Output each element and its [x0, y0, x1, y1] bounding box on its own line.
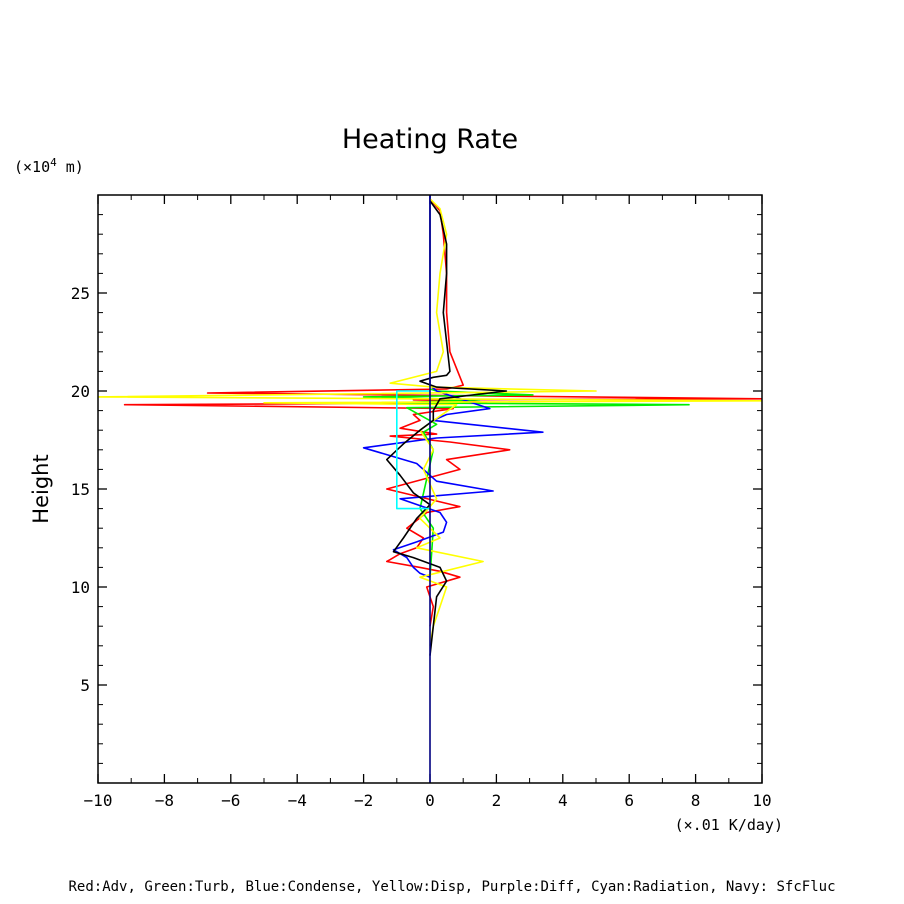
x-tick-label: −4: [288, 791, 307, 810]
y-axis-label: Height: [29, 454, 53, 523]
series-line-cyan: [395, 390, 430, 510]
y-tick-label: 20: [71, 382, 90, 401]
y-axis-unit-suffix: m): [57, 158, 84, 176]
y-tick-label: 10: [71, 578, 90, 597]
y-axis-unit-prefix: (×10: [14, 158, 50, 176]
series-line-blue: [362, 195, 544, 578]
axis-tick-labels: −10 −8 −6 −4 −2 0 2 4 6 8 10 5 10 15 20 25: [71, 284, 772, 810]
x-tick-label: 0: [425, 791, 435, 810]
x-tick-label: −8: [155, 791, 174, 810]
y-tick-label: 15: [71, 480, 90, 499]
x-tick-label: 8: [691, 791, 701, 810]
x-tick-label: 2: [492, 791, 502, 810]
legend-caption: Red:Adv, Green:Turb, Blue:Condense, Yell…: [68, 879, 835, 895]
series-line-red: [123, 198, 762, 627]
chart-title: Heating Rate: [342, 124, 518, 155]
series-line-black: [385, 200, 508, 656]
x-tick-label: −6: [221, 791, 240, 810]
x-tick-label: 4: [558, 791, 568, 810]
y-tick-label: 25: [71, 284, 90, 303]
x-tick-label: −10: [84, 791, 113, 810]
y-tick-label: 5: [80, 676, 90, 695]
y-axis-unit: (×104 m): [14, 156, 84, 176]
x-tick-label: 10: [752, 791, 771, 810]
plot-frame: [97, 194, 763, 784]
x-axis-unit: (×.01 K/day): [675, 816, 783, 834]
data-series: [98, 195, 762, 783]
y-axis-unit-exponent: 4: [50, 156, 57, 169]
x-tick-label: 6: [624, 791, 634, 810]
x-tick-label: −2: [354, 791, 373, 810]
series-line-yellow: [98, 198, 762, 646]
